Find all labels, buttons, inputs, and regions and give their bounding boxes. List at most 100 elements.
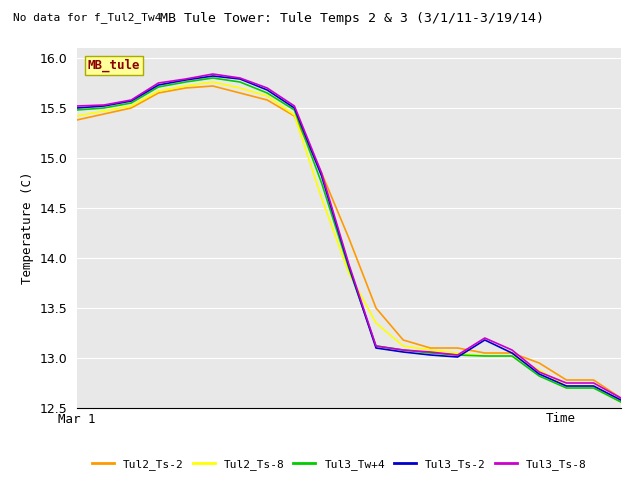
Tul3_Ts-2: [345, 263, 353, 269]
Tul2_Ts-2: [563, 377, 570, 383]
Tul3_Ts-2: [454, 354, 461, 360]
Tul2_Ts-8: [73, 113, 81, 119]
Tul3_Ts-8: [399, 347, 407, 353]
Tul3_Ts-8: [291, 103, 298, 109]
Tul3_Tw+4: [372, 343, 380, 349]
Tul3_Ts-2: [372, 345, 380, 351]
Tul3_Ts-8: [508, 347, 516, 353]
Tul2_Ts-8: [100, 108, 108, 114]
Text: MB Tule Tower: Tule Temps 2 & 3 (3/1/11-3/19/14): MB Tule Tower: Tule Temps 2 & 3 (3/1/11-…: [160, 12, 544, 25]
Tul2_Ts-2: [372, 305, 380, 311]
Tul3_Ts-8: [427, 349, 435, 355]
Tul3_Ts-8: [100, 102, 108, 108]
Tul3_Tw+4: [617, 399, 625, 405]
Tul3_Tw+4: [73, 107, 81, 113]
Text: No data for f_Tul2_Tw4: No data for f_Tul2_Tw4: [13, 12, 161, 23]
Tul2_Ts-8: [345, 270, 353, 276]
Tul3_Ts-8: [155, 80, 163, 86]
Tul2_Ts-2: [481, 350, 489, 356]
Tul3_Ts-2: [590, 383, 598, 389]
Tul3_Tw+4: [264, 90, 271, 96]
Tul2_Ts-2: [454, 345, 461, 351]
Tul2_Ts-8: [182, 83, 189, 89]
Tul3_Tw+4: [182, 79, 189, 85]
Tul2_Ts-8: [481, 353, 489, 359]
Tul2_Ts-8: [209, 79, 216, 85]
Tul3_Ts-2: [100, 103, 108, 109]
Tul3_Ts-2: [209, 73, 216, 79]
Tul3_Tw+4: [345, 265, 353, 271]
Tul2_Ts-8: [590, 383, 598, 389]
Tul3_Tw+4: [399, 347, 407, 353]
Tul2_Ts-2: [508, 350, 516, 356]
Tul3_Ts-2: [508, 350, 516, 356]
Tul3_Ts-8: [236, 75, 244, 81]
Tul3_Tw+4: [236, 79, 244, 85]
Tul3_Ts-8: [73, 103, 81, 109]
Tul3_Tw+4: [155, 84, 163, 90]
Tul3_Tw+4: [291, 107, 298, 113]
Tul2_Ts-8: [155, 88, 163, 94]
Tul3_Ts-8: [318, 170, 326, 176]
Tul3_Ts-2: [127, 98, 135, 104]
Tul3_Ts-8: [536, 369, 543, 375]
Tul2_Ts-2: [100, 111, 108, 117]
Tul2_Ts-8: [427, 347, 435, 353]
Tul2_Ts-8: [563, 383, 570, 389]
Tul2_Ts-8: [372, 320, 380, 326]
Tul2_Ts-2: [536, 360, 543, 366]
Tul3_Ts-2: [73, 105, 81, 111]
Tul3_Ts-8: [209, 71, 216, 77]
Tul2_Ts-2: [590, 377, 598, 383]
Line: Tul3_Ts-2: Tul3_Ts-2: [77, 76, 621, 400]
Tul2_Ts-8: [508, 353, 516, 359]
Line: Tul3_Ts-8: Tul3_Ts-8: [77, 74, 621, 398]
Tul3_Tw+4: [427, 350, 435, 356]
Tul3_Ts-2: [236, 76, 244, 82]
Tul2_Ts-2: [182, 85, 189, 91]
Tul3_Tw+4: [318, 180, 326, 186]
Tul3_Ts-2: [155, 82, 163, 88]
Tul2_Ts-2: [155, 90, 163, 96]
Tul3_Ts-2: [481, 337, 489, 343]
Tul3_Ts-2: [182, 77, 189, 83]
Tul3_Ts-8: [264, 85, 271, 91]
Tul2_Ts-8: [399, 343, 407, 349]
Tul2_Ts-8: [617, 399, 625, 405]
Text: MB_tule: MB_tule: [88, 59, 140, 72]
Tul2_Ts-8: [454, 350, 461, 356]
Tul2_Ts-2: [291, 113, 298, 119]
Tul2_Ts-2: [264, 97, 271, 103]
Tul2_Ts-2: [236, 90, 244, 96]
Tul2_Ts-2: [209, 83, 216, 89]
Legend: Tul2_Ts-2, Tul2_Ts-8, Tul3_Tw+4, Tul3_Ts-2, Tul3_Ts-8: Tul2_Ts-2, Tul2_Ts-8, Tul3_Tw+4, Tul3_Ts…: [87, 455, 591, 474]
Tul3_Ts-8: [345, 261, 353, 267]
Tul3_Ts-2: [399, 349, 407, 355]
Tul3_Ts-8: [372, 343, 380, 349]
Tul2_Ts-8: [264, 93, 271, 99]
Text: Time: Time: [546, 412, 576, 425]
Tul3_Ts-2: [318, 173, 326, 179]
Line: Tul3_Tw+4: Tul3_Tw+4: [77, 78, 621, 402]
Tul3_Tw+4: [209, 75, 216, 81]
Tul3_Ts-8: [617, 395, 625, 401]
Tul2_Ts-8: [127, 103, 135, 109]
Line: Tul2_Ts-8: Tul2_Ts-8: [77, 82, 621, 402]
Tul3_Ts-2: [617, 397, 625, 403]
Tul3_Tw+4: [563, 385, 570, 391]
Tul3_Ts-8: [454, 352, 461, 358]
Tul2_Ts-8: [291, 112, 298, 118]
Tul3_Tw+4: [590, 385, 598, 391]
Tul3_Tw+4: [127, 100, 135, 106]
Line: Tul2_Ts-2: Tul2_Ts-2: [77, 86, 621, 398]
Tul2_Ts-8: [318, 195, 326, 201]
Tul2_Ts-8: [236, 85, 244, 91]
Y-axis label: Temperature (C): Temperature (C): [20, 172, 34, 284]
Tul2_Ts-2: [399, 337, 407, 343]
Tul2_Ts-2: [345, 235, 353, 241]
Tul2_Ts-8: [536, 367, 543, 373]
Tul3_Ts-2: [427, 352, 435, 358]
Tul3_Ts-8: [563, 380, 570, 386]
Tul3_Tw+4: [481, 353, 489, 359]
Tul2_Ts-2: [318, 170, 326, 176]
